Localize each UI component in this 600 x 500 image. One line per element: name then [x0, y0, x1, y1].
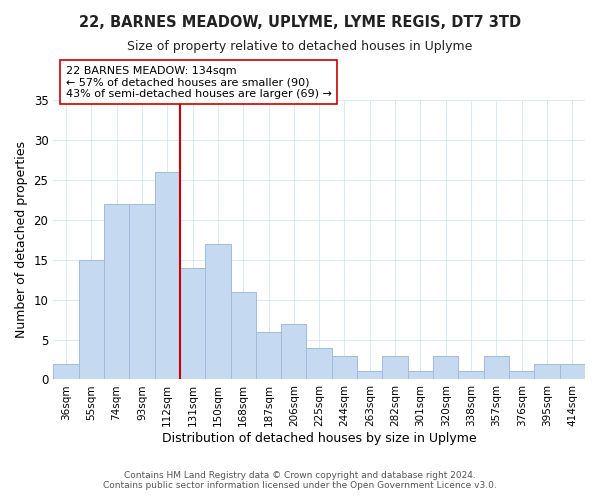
- Text: Contains HM Land Registry data © Crown copyright and database right 2024.
Contai: Contains HM Land Registry data © Crown c…: [103, 470, 497, 490]
- Bar: [509, 372, 535, 380]
- Bar: [155, 172, 180, 380]
- Bar: [408, 372, 433, 380]
- Bar: [79, 260, 104, 380]
- Bar: [535, 364, 560, 380]
- Bar: [458, 372, 484, 380]
- Text: 22 BARNES MEADOW: 134sqm
← 57% of detached houses are smaller (90)
43% of semi-d: 22 BARNES MEADOW: 134sqm ← 57% of detach…: [66, 66, 332, 99]
- Text: Size of property relative to detached houses in Uplyme: Size of property relative to detached ho…: [127, 40, 473, 53]
- Bar: [307, 348, 332, 380]
- Bar: [256, 332, 281, 380]
- Bar: [180, 268, 205, 380]
- Bar: [433, 356, 458, 380]
- X-axis label: Distribution of detached houses by size in Uplyme: Distribution of detached houses by size …: [162, 432, 476, 445]
- Bar: [205, 244, 230, 380]
- Bar: [104, 204, 129, 380]
- Bar: [230, 292, 256, 380]
- Text: 22, BARNES MEADOW, UPLYME, LYME REGIS, DT7 3TD: 22, BARNES MEADOW, UPLYME, LYME REGIS, D…: [79, 15, 521, 30]
- Bar: [382, 356, 408, 380]
- Bar: [332, 356, 357, 380]
- Bar: [560, 364, 585, 380]
- Bar: [281, 324, 307, 380]
- Bar: [53, 364, 79, 380]
- Bar: [129, 204, 155, 380]
- Bar: [484, 356, 509, 380]
- Y-axis label: Number of detached properties: Number of detached properties: [15, 142, 28, 338]
- Bar: [357, 372, 382, 380]
